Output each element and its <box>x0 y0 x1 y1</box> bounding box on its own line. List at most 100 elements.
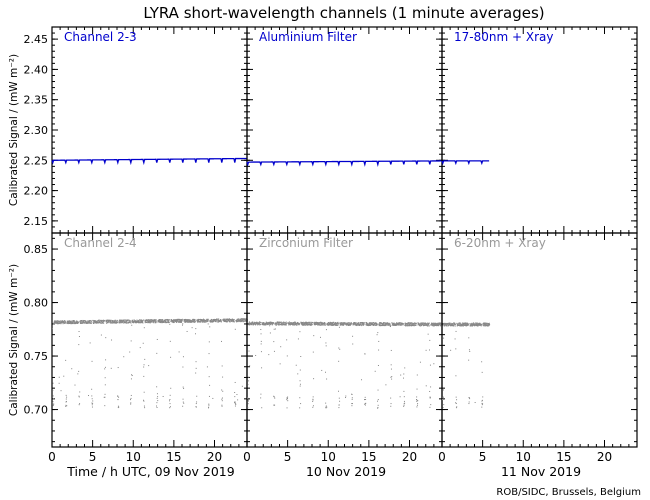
data-point <box>271 322 273 324</box>
data-point <box>462 322 464 324</box>
data-point <box>433 363 435 365</box>
data-point <box>111 322 113 324</box>
data-point <box>104 384 106 386</box>
data-point <box>432 322 434 324</box>
data-point <box>63 321 65 323</box>
data-point <box>418 322 420 324</box>
data-point <box>368 324 370 326</box>
data-point <box>127 319 129 321</box>
data-point <box>430 323 432 325</box>
data-point <box>215 321 217 323</box>
data-point <box>300 321 302 323</box>
data-point <box>250 324 252 326</box>
data-point <box>392 324 394 326</box>
data-point <box>63 375 65 377</box>
data-point <box>236 319 238 321</box>
data-point <box>104 368 106 370</box>
data-point <box>133 319 135 321</box>
data-point <box>390 349 392 351</box>
data-point <box>302 322 304 324</box>
data-point <box>433 322 435 324</box>
data-point <box>254 321 256 323</box>
data-point <box>194 320 196 322</box>
data-point <box>364 396 366 398</box>
data-point <box>156 338 158 340</box>
data-point <box>156 386 158 388</box>
data-point <box>187 321 189 323</box>
data-point <box>144 320 146 322</box>
data-point <box>141 319 143 321</box>
data-point <box>375 324 377 326</box>
data-point <box>244 318 246 320</box>
x-tick-label: 15 <box>556 450 571 464</box>
data-point <box>179 321 181 323</box>
data-point <box>256 321 258 323</box>
data-point <box>439 324 441 326</box>
data-point <box>87 322 89 324</box>
data-point <box>486 322 488 324</box>
data-point <box>301 323 303 325</box>
data-point <box>338 326 340 328</box>
data-point <box>483 322 485 324</box>
data-point <box>452 323 454 325</box>
data-point <box>285 323 287 325</box>
data-point <box>378 349 380 351</box>
data-point <box>265 322 267 324</box>
data-point <box>102 320 104 322</box>
data-point <box>207 318 209 320</box>
date-label-day3: 11 Nov 2019 <box>501 464 581 479</box>
data-point <box>411 323 413 325</box>
data-point <box>419 325 421 327</box>
data-point <box>442 397 444 399</box>
data-point <box>122 320 124 322</box>
data-point <box>272 322 274 324</box>
data-point <box>177 320 179 322</box>
data-point <box>69 322 71 324</box>
data-point <box>458 322 460 324</box>
data-point <box>472 323 474 325</box>
data-point <box>120 322 122 324</box>
chart-title: LYRA short-wavelength channels (1 minute… <box>143 4 544 22</box>
data-point <box>485 323 487 325</box>
data-point <box>325 329 327 331</box>
data-point <box>354 323 356 325</box>
data-point <box>333 323 335 325</box>
data-point <box>193 321 195 323</box>
data-point <box>110 319 112 321</box>
data-point <box>91 406 93 408</box>
data-point <box>334 324 336 326</box>
data-point <box>213 319 215 321</box>
data-point <box>267 324 269 326</box>
data-point <box>127 319 129 321</box>
data-point <box>429 396 431 398</box>
data-point <box>120 319 122 321</box>
data-point <box>195 328 197 330</box>
data-point <box>431 325 433 327</box>
data-point <box>374 323 376 325</box>
data-point <box>78 404 80 406</box>
data-point <box>377 407 379 409</box>
panel-label: Aluminium Filter <box>259 30 357 44</box>
data-point <box>448 324 450 326</box>
data-point <box>457 323 459 325</box>
data-point <box>184 321 186 323</box>
data-point <box>324 322 326 324</box>
data-point <box>122 320 124 322</box>
data-point <box>169 406 171 408</box>
data-point <box>102 322 104 324</box>
data-point <box>114 320 116 322</box>
y-axis-label-bottom: Calibrated Signal / (mW m⁻²) <box>8 264 20 416</box>
data-point <box>178 321 180 323</box>
data-point <box>375 322 377 324</box>
data-point <box>296 324 298 326</box>
data-point <box>134 321 136 323</box>
data-point <box>68 322 70 324</box>
data-point <box>200 319 202 321</box>
data-point <box>295 364 297 366</box>
data-point <box>176 319 178 321</box>
data-point <box>53 398 55 400</box>
data-point <box>194 321 196 323</box>
data-point <box>247 397 249 399</box>
data-point <box>341 322 343 324</box>
